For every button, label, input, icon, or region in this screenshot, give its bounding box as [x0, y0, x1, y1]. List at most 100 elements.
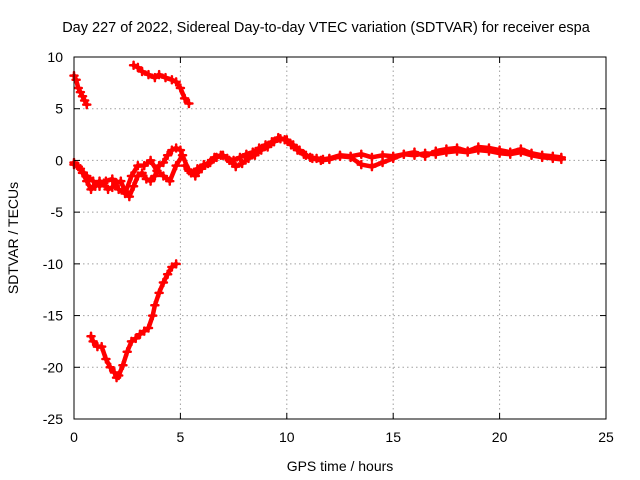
data-point-marker: [158, 171, 169, 181]
data-point-marker: [126, 171, 137, 181]
data-point-marker: [335, 151, 345, 162]
data-point-marker: [356, 159, 367, 170]
data-point-marker: [399, 149, 409, 159]
data-point-marker: [356, 149, 367, 159]
data-point-marker: [118, 360, 128, 370]
data-point-marker: [256, 145, 267, 155]
series-track-b: [128, 60, 194, 109]
data-point-marker: [171, 259, 181, 269]
data-point-marker: [162, 150, 173, 161]
data-point-marker: [218, 150, 228, 161]
data-point-marker: [160, 72, 171, 83]
x-tick-label: 15: [385, 429, 401, 445]
data-point-marker: [128, 181, 139, 192]
series-track-e: [69, 132, 567, 199]
data-point-marker: [82, 99, 92, 110]
x-tick-label: 20: [492, 429, 508, 445]
data-point-marker: [548, 151, 558, 162]
data-point-marker: [175, 145, 186, 155]
data-point-marker: [452, 143, 462, 153]
y-tick-label: -25: [43, 411, 63, 427]
data-point-marker: [269, 137, 279, 147]
grid: [74, 57, 606, 419]
x-tick-label: 0: [70, 429, 78, 445]
data-point-marker: [367, 152, 377, 163]
data-point-marker: [537, 150, 547, 161]
x-tick-label: 25: [598, 429, 614, 445]
data-point-marker: [184, 98, 194, 109]
data-point-marker: [145, 176, 156, 186]
y-tick-label: 5: [55, 101, 63, 117]
data-point-marker: [171, 77, 181, 87]
data-point-marker: [230, 161, 241, 172]
data-point-marker: [262, 142, 273, 152]
data-point-marker: [175, 83, 186, 93]
series-track-a: [69, 70, 92, 110]
data-point-marker: [113, 184, 124, 195]
data-point-marker: [179, 160, 190, 171]
plot-frame: [73, 56, 607, 420]
data-point-marker: [505, 147, 515, 157]
data-point-marker: [345, 152, 356, 163]
data-point-marker: [145, 155, 156, 166]
y-tick-label: 0: [55, 152, 63, 168]
data-point-marker: [224, 155, 235, 166]
data-point-marker: [288, 140, 298, 150]
data-point-marker: [473, 142, 484, 152]
data-point-marker: [441, 144, 452, 154]
data-point-marker: [165, 176, 175, 186]
data-point-marker: [237, 158, 247, 169]
x-axis-label: GPS time / hours: [287, 458, 394, 474]
data-point-marker: [192, 163, 203, 174]
data-point-marker: [316, 155, 326, 166]
data-point-marker: [88, 336, 98, 347]
data-point-marker: [462, 146, 473, 156]
y-tick-label: -10: [43, 256, 63, 272]
data-point-marker: [152, 166, 162, 176]
data-point-marker: [86, 331, 96, 342]
data-point-marker: [307, 153, 318, 164]
y-tick-label: -20: [43, 359, 63, 375]
data-point-marker: [150, 300, 160, 310]
data-point-marker: [367, 161, 377, 172]
data-point-marker: [88, 176, 98, 186]
data-point-marker: [205, 157, 215, 168]
data-point-marker: [377, 150, 388, 161]
data-point-marker: [431, 146, 441, 156]
data-point-marker: [420, 151, 430, 162]
data-point-marker: [101, 354, 111, 364]
data-point-marker: [526, 148, 537, 158]
data-point-marker: [409, 147, 420, 157]
data-point-marker: [177, 150, 188, 161]
data-point-marker: [120, 188, 130, 199]
data-point-marker: [179, 93, 190, 104]
data-point-marker: [516, 144, 526, 154]
data-point-marker: [116, 176, 126, 186]
data-point-marker: [171, 160, 181, 171]
x-tick-label: 10: [279, 429, 295, 445]
data-point-marker: [82, 171, 92, 181]
data-point-marker: [107, 174, 118, 184]
data-point-marker: [199, 159, 209, 170]
data-point-marker: [158, 157, 169, 168]
data-point-marker: [139, 160, 149, 171]
data-point-marker: [105, 362, 115, 373]
data-point-marker: [150, 171, 160, 181]
data-point-marker: [107, 182, 118, 193]
data-point-marker: [388, 153, 398, 164]
data-point-marker: [324, 154, 335, 165]
data-point-marker: [556, 152, 567, 163]
data-point-marker: [282, 134, 292, 145]
data-point-marker: [158, 277, 169, 288]
data-point-marker: [137, 168, 147, 178]
data-point-marker: [294, 145, 305, 155]
data-point-marker: [113, 370, 124, 381]
data-point-marker: [186, 168, 196, 178]
data-point-marker: [143, 69, 154, 80]
data-point-marker: [235, 152, 245, 163]
data-point-marker: [101, 176, 111, 186]
data-point-marker: [96, 341, 107, 352]
data-point-marker: [137, 66, 147, 77]
data-point-marker: [377, 157, 388, 168]
